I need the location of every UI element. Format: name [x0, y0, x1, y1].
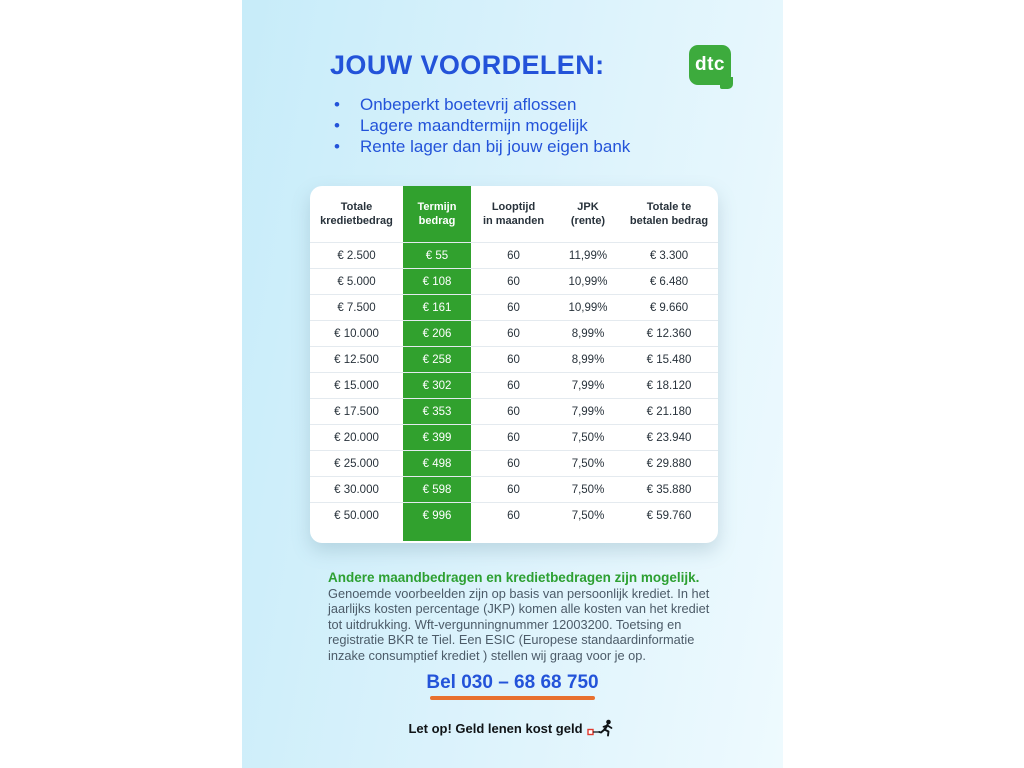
dtc-logo: dtc	[689, 45, 731, 85]
table-row: € 10.000 € 206 60 8,99% € 12.360	[310, 320, 718, 346]
rates-table-card: Totale kredietbedrag Termijn bedrag Looptijd…	[310, 186, 718, 543]
table-cell: 60	[507, 483, 520, 496]
table-cell: € 399	[422, 431, 452, 444]
phone-line: Bel 030 – 68 68 750	[242, 672, 783, 700]
page-title: JOUW VOORDELEN:	[330, 50, 605, 80]
note-title: Andere maandbedragen en kredietbedragen …	[328, 570, 700, 585]
table-row: € 30.000 € 598 60 7,50% € 35.880	[310, 476, 718, 502]
column-header: Totale te betalen bedrag	[629, 201, 709, 227]
benefit-item: Onbeperkt boetevrij aflossen	[332, 94, 630, 115]
highlight-column-background	[403, 186, 471, 541]
table-cell: € 6.480	[649, 275, 689, 288]
table-cell: € 498	[422, 457, 452, 470]
table-cell: 60	[507, 275, 520, 288]
table-cell: 60	[507, 379, 520, 392]
table-cell: € 17.500	[334, 405, 379, 418]
note-body: Genoemde voorbeelden zijn op basis van p…	[328, 586, 710, 663]
phone-underline	[430, 696, 595, 700]
table-cell: € 29.880	[646, 457, 692, 470]
table-cell: € 2.500	[337, 249, 376, 262]
table-cell: 60	[507, 457, 520, 470]
column-header: Termijn bedrag	[417, 201, 457, 227]
table-cell: € 25.000	[334, 457, 379, 470]
warning-line: Let op! Geld lenen kost geld	[242, 719, 783, 737]
table-cell: € 598	[422, 483, 452, 496]
table-cell: € 15.480	[646, 353, 692, 366]
table-row: € 2.500 € 55 60 11,99% € 3.300	[310, 242, 718, 268]
table-cell: € 10.000	[334, 327, 379, 340]
benefit-item: Rente lager dan bij jouw eigen bank	[332, 136, 630, 157]
table-cell: 8,99%	[571, 327, 605, 340]
table-cell: 7,99%	[571, 405, 605, 418]
table-cell: € 12.500	[334, 353, 379, 366]
table-cell: € 206	[422, 327, 452, 340]
table-cell: € 59.760	[646, 509, 692, 522]
table-row: € 25.000 € 498 60 7,50% € 29.880	[310, 450, 718, 476]
table-cell: € 3.300	[649, 249, 689, 262]
table-row: € 20.000 € 399 60 7,50% € 23.940	[310, 424, 718, 450]
table-header-row: Totale kredietbedrag Termijn bedrag Looptijd…	[310, 186, 718, 242]
table-row: € 50.000 € 996 60 7,50% € 59.760	[310, 502, 718, 528]
table-cell: 60	[507, 327, 520, 340]
table-cell: € 20.000	[334, 431, 379, 444]
column-header: Looptijd in maanden	[482, 201, 545, 227]
table-cell: 60	[507, 509, 520, 522]
dtc-logo-text: dtc	[695, 54, 725, 75]
table-cell: 10,99%	[568, 301, 608, 314]
table-cell: 60	[507, 353, 520, 366]
warning-text: Let op! Geld lenen kost geld	[408, 721, 583, 736]
table-cell: 7,50%	[571, 483, 605, 496]
table-row: € 12.500 € 258 60 8,99% € 15.480	[310, 346, 718, 372]
table-cell: 10,99%	[568, 275, 608, 288]
table-cell: € 55	[425, 249, 449, 262]
table-cell: € 258	[422, 353, 452, 366]
table-cell: 8,99%	[571, 353, 605, 366]
table-cell: € 9.660	[649, 301, 689, 314]
table-cell: € 108	[422, 275, 452, 288]
table-row: € 17.500 € 353 60 7,99% € 21.180	[310, 398, 718, 424]
table-cell: € 161	[422, 301, 452, 314]
table-cell: 7,99%	[571, 379, 605, 392]
phone-number: Bel 030 – 68 68 750	[426, 672, 599, 693]
table-cell: € 302	[422, 379, 452, 392]
table-cell: 11,99%	[568, 249, 608, 262]
table-cell: € 353	[422, 405, 452, 418]
table-cell: € 5.000	[337, 275, 376, 288]
table-cell: 60	[507, 405, 520, 418]
table-cell: € 18.120	[646, 379, 692, 392]
table-cell: € 35.880	[646, 483, 692, 496]
table-body: € 2.500 € 55 60 11,99% € 3.300 € 5.000 € 108 60…	[310, 242, 718, 528]
table-cell: 7,50%	[571, 509, 605, 522]
table-row: € 5.000 € 108 60 10,99% € 6.480	[310, 268, 718, 294]
dtc-logo-tail	[720, 77, 733, 89]
table-cell: 60	[507, 431, 520, 444]
table-cell: 7,50%	[571, 431, 605, 444]
table-cell: € 50.000	[334, 509, 379, 522]
table-row: € 7.500 € 161 60 10,99% € 9.660	[310, 294, 718, 320]
benefit-item: Lagere maandtermijn mogelijk	[332, 115, 630, 136]
running-man-icon	[586, 719, 612, 737]
table-cell: € 12.360	[646, 327, 692, 340]
flyer-background: JOUW VOORDELEN: dtc Onbeperkt boetevrij …	[242, 0, 783, 768]
column-header: JPK (rente)	[570, 201, 606, 227]
table-cell: 60	[507, 301, 520, 314]
table-cell: 7,50%	[571, 457, 605, 470]
benefits-list: Onbeperkt boetevrij aflossenLagere maand…	[332, 94, 630, 157]
table-cell: € 15.000	[334, 379, 379, 392]
table-cell: 60	[507, 249, 520, 262]
table-cell: € 21.180	[646, 405, 692, 418]
table-cell: € 30.000	[334, 483, 379, 496]
table-row: € 15.000 € 302 60 7,99% € 18.120	[310, 372, 718, 398]
column-header: Totale kredietbedrag	[320, 201, 393, 227]
table-cell: € 996	[422, 509, 452, 522]
table-cell: € 7.500	[337, 301, 376, 314]
table-cell: € 23.940	[646, 431, 692, 444]
